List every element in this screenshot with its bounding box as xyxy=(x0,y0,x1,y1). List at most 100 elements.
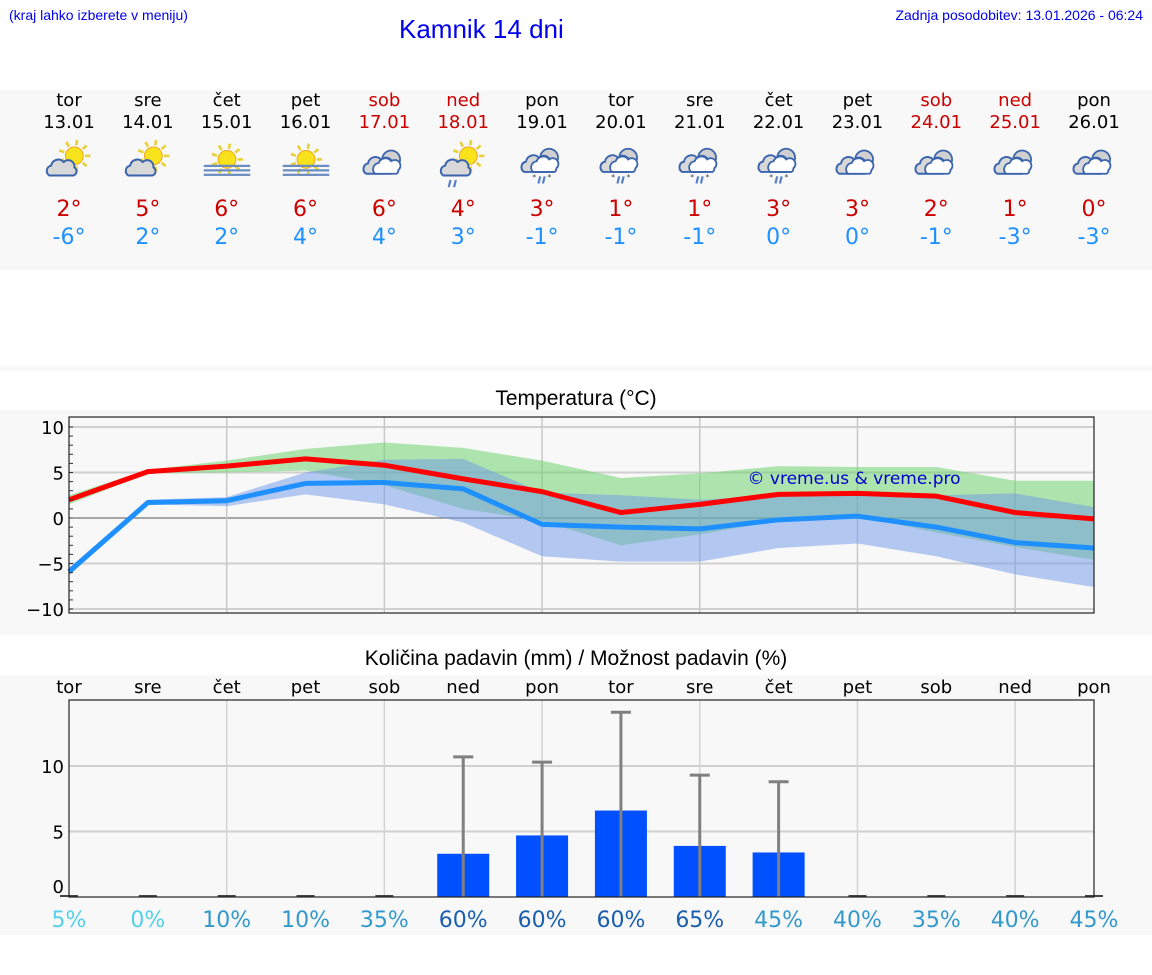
day-date: 26.01 xyxy=(1068,112,1120,133)
day-forecast: sre 14.01 5° 2° xyxy=(109,90,187,252)
day-name: pet xyxy=(290,90,321,111)
temperature-chart: −10 −5 0 5 10 © vreme.us & vreme.pro xyxy=(26,416,1095,621)
max-temp: 3° xyxy=(844,197,870,222)
max-temp: 4° xyxy=(450,197,476,222)
day-forecast: ned 25.01 1° -3° xyxy=(976,90,1054,252)
day-forecast: sob 24.01 2° -1° xyxy=(897,90,975,252)
svg-text:sre: sre xyxy=(134,677,161,698)
day-forecast: sre 21.01 * * 1° -1° xyxy=(661,90,739,252)
day-date: 19.01 xyxy=(516,112,568,133)
svg-text:tor: tor xyxy=(56,677,82,698)
svg-text:*: * xyxy=(547,173,551,182)
svg-text:*: * xyxy=(769,173,773,182)
svg-text:čet: čet xyxy=(213,677,241,698)
divider xyxy=(0,366,1152,371)
sun-cloud-icon xyxy=(45,139,91,177)
day-date: 23.01 xyxy=(831,112,884,133)
day-date: 13.01 xyxy=(43,112,95,133)
last-update: Zadnja posodobitev: 13.01.2026 - 06:24 xyxy=(895,7,1143,23)
day-date: 17.01 xyxy=(358,112,411,133)
temperature-chart-title: Temperatura (°C) xyxy=(495,387,657,410)
daily-forecast-strip xyxy=(0,90,1152,270)
svg-text:0: 0 xyxy=(53,509,64,530)
max-temp: 3° xyxy=(529,197,555,222)
svg-text:*: * xyxy=(626,173,630,182)
day-date: 14.01 xyxy=(122,112,174,133)
day-name: pon xyxy=(1077,90,1111,111)
max-temp: 6° xyxy=(293,197,319,222)
cloud-sleet-icon: * * xyxy=(599,147,639,184)
svg-text:−5: −5 xyxy=(37,555,64,576)
day-name: sob xyxy=(368,90,401,111)
min-temp: -1° xyxy=(525,225,559,250)
min-temp: 0° xyxy=(844,225,870,250)
svg-text:*: * xyxy=(611,173,615,182)
svg-text:10%: 10% xyxy=(202,908,251,933)
cloudy-icon xyxy=(835,149,875,175)
svg-text:5: 5 xyxy=(53,823,64,844)
precip-chart-title: Količina padavin (mm) / Možnost padavin … xyxy=(364,647,788,670)
svg-text:pet: pet xyxy=(843,677,873,698)
svg-text:ned: ned xyxy=(998,677,1032,698)
cloud-sleet-icon: * * xyxy=(520,147,560,184)
max-temp: 1° xyxy=(687,197,713,222)
min-temp: 4° xyxy=(371,225,397,250)
day-forecast: čet 22.01 * * 3° 0° xyxy=(740,90,818,252)
day-name: sob xyxy=(920,90,953,111)
svg-text:40%: 40% xyxy=(833,908,882,933)
day-forecast: pet 16.01 6° 4° xyxy=(267,90,345,252)
sun-cloud-rain-icon xyxy=(440,139,485,188)
day-forecast: ned 18.01 4° 3° xyxy=(424,90,502,252)
svg-text:*: * xyxy=(784,173,788,182)
cloudy-icon xyxy=(1072,149,1112,175)
svg-text:35%: 35% xyxy=(360,908,409,933)
page-title: Kamnik 14 dni xyxy=(399,14,564,44)
svg-text:65%: 65% xyxy=(675,908,724,933)
min-temp: -3° xyxy=(998,225,1032,250)
watermark: © vreme.us & vreme.pro xyxy=(747,469,960,489)
day-forecast: tor 13.01 2° -6° xyxy=(30,90,108,252)
min-temp: 2° xyxy=(135,225,161,250)
precipitation-chart: tor sre čet pet sob ned pon tor sre čet pet sob ned p… xyxy=(41,677,1118,933)
svg-text:0%: 0% xyxy=(130,908,165,933)
day-name: pon xyxy=(525,90,559,111)
max-temp: 6° xyxy=(371,197,397,222)
day-name: čet xyxy=(764,90,793,111)
svg-text:sob: sob xyxy=(368,677,400,698)
max-temp: 3° xyxy=(766,197,792,222)
min-temp: -1° xyxy=(919,225,953,250)
svg-text:10: 10 xyxy=(41,418,64,439)
sun-fog-icon xyxy=(203,143,250,176)
day-forecast: tor 20.01 * * 1° -1° xyxy=(582,90,660,252)
day-forecast: sob 17.01 6° 4° xyxy=(345,90,423,252)
day-name: sre xyxy=(134,90,162,111)
svg-text:*: * xyxy=(705,173,709,182)
svg-text:45%: 45% xyxy=(754,908,803,933)
cloud-sleet-icon: * * xyxy=(678,147,718,184)
svg-text:ned: ned xyxy=(446,677,480,698)
svg-text:5: 5 xyxy=(53,464,64,485)
svg-text:−10: −10 xyxy=(26,600,64,621)
day-date: 15.01 xyxy=(200,112,253,133)
max-temp: 6° xyxy=(214,197,240,222)
max-temp: 2° xyxy=(923,197,949,222)
location-menu-hint: (kraj lahko izberete v meniju) xyxy=(9,7,188,23)
min-temp: 2° xyxy=(214,225,240,250)
day-date: 16.01 xyxy=(279,112,332,133)
svg-text:40%: 40% xyxy=(991,908,1040,933)
day-date: 22.01 xyxy=(752,112,805,133)
svg-text:5%: 5% xyxy=(52,908,87,933)
sun-cloud-icon xyxy=(124,139,170,177)
max-temp: 1° xyxy=(608,197,634,222)
svg-text:sob: sob xyxy=(920,677,952,698)
day-name: tor xyxy=(608,90,634,111)
day-date: 21.01 xyxy=(674,112,726,133)
min-temp: 3° xyxy=(450,225,476,250)
cloudy-icon xyxy=(993,149,1033,175)
svg-text:pet: pet xyxy=(291,677,321,698)
min-temp: -1° xyxy=(604,225,638,250)
svg-text:čet: čet xyxy=(765,677,793,698)
svg-text:*: * xyxy=(690,173,694,182)
min-temp: -3° xyxy=(1077,225,1111,250)
svg-text:pon: pon xyxy=(525,677,559,698)
